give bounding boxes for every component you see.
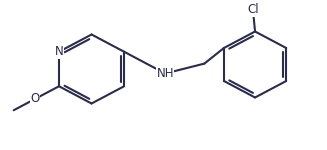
Text: O: O xyxy=(30,93,40,105)
Text: N: N xyxy=(55,45,63,58)
Text: Cl: Cl xyxy=(248,3,259,16)
Text: NH: NH xyxy=(156,67,174,80)
